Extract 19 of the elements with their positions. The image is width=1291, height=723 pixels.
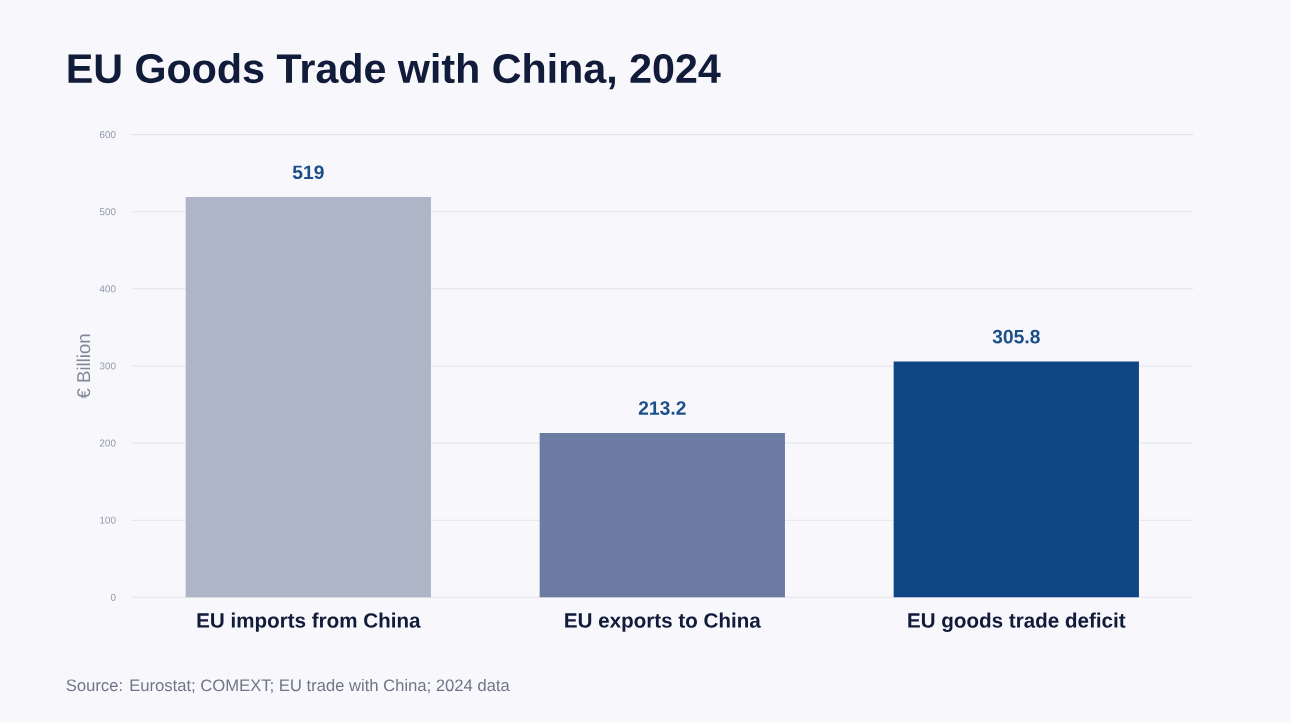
data-label: 305.8 — [992, 329, 1040, 344]
y-tick-label: 100 — [100, 516, 116, 524]
y-tick-label: 500 — [99, 208, 116, 216]
y-tick-label: 400 — [99, 285, 116, 293]
bar — [185, 197, 431, 598]
bar — [893, 361, 1139, 598]
x-tick-label: EU exports to China — [565, 612, 761, 632]
y-tick-label: 0 — [110, 593, 116, 601]
chart-title: EU Goods Trade with China, 2024 — [68, 52, 721, 90]
y-tick-label: 200 — [99, 439, 116, 447]
x-tick-label: EU imports from China — [197, 612, 421, 632]
y-tick-label: 600 — [99, 131, 116, 139]
y-tick-label: 300 — [99, 362, 116, 370]
data-label: 213.2 — [638, 401, 686, 415]
source-note: Source: Eurostat; COMEXT; EU trade with China; 2024 data — [66, 678, 510, 694]
y-axis-title: € Billion — [76, 334, 91, 399]
x-tick-label: EU goods trade deficit — [908, 612, 1126, 632]
bar — [539, 432, 785, 598]
data-label: 519 — [292, 165, 324, 180]
